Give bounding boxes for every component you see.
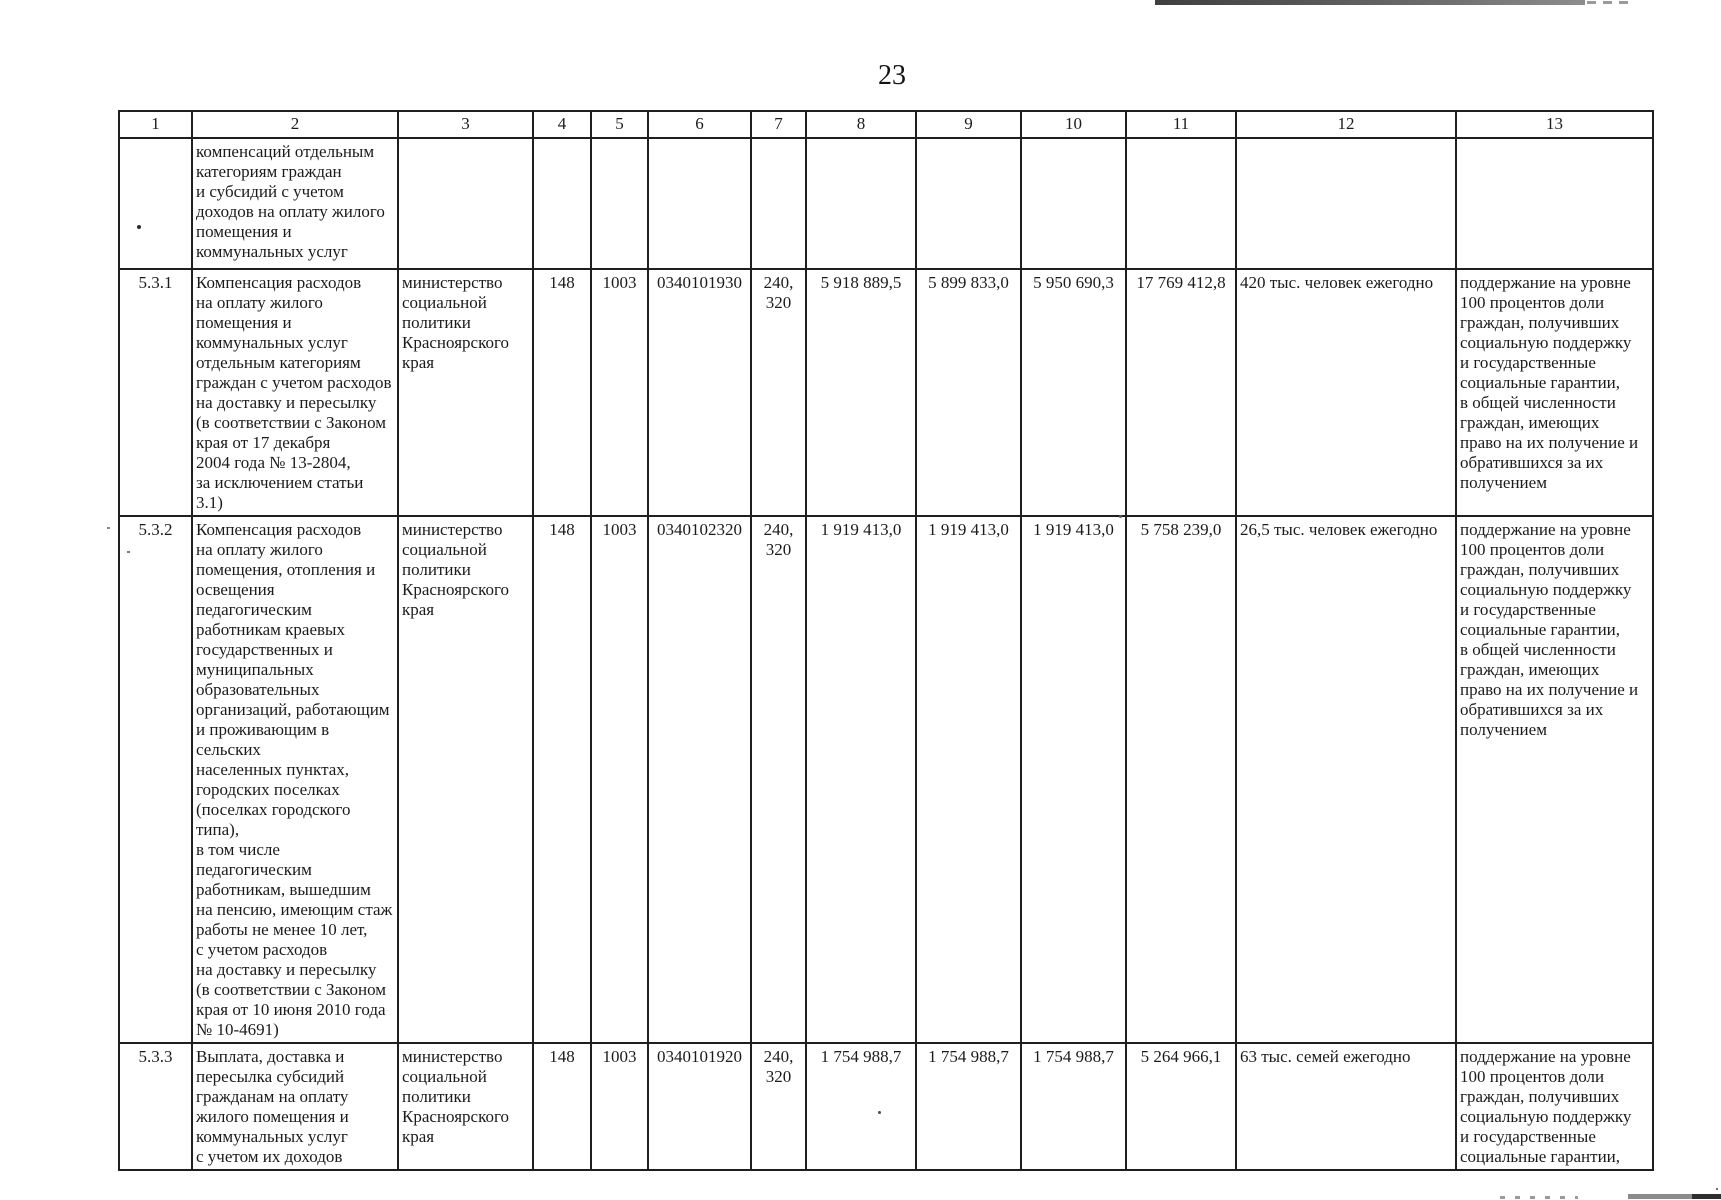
cell-amount: 1 754 988,7 xyxy=(805,1042,917,1171)
cell-indicator xyxy=(1235,137,1457,270)
column-number: 7 xyxy=(750,110,807,139)
cell-amount: 5 899 833,0 xyxy=(915,268,1022,517)
scan-artifact-top-bar-tail xyxy=(1587,1,1633,4)
cell-amount: 5 264 966,1 xyxy=(1125,1042,1237,1171)
cell-expected-result xyxy=(1455,137,1654,270)
cell-executor: министерство социальной политики Красноя… xyxy=(397,268,534,517)
cell-measure-name: Компенсация расходов на оплату жилого по… xyxy=(191,515,399,1044)
scan-artifact-dot xyxy=(1716,1188,1718,1190)
cell-measure-name: Выплата, доставка и пересылка субсидий г… xyxy=(191,1042,399,1171)
scan-artifact-top-bar xyxy=(1155,0,1585,5)
cell-code: 240, 320 xyxy=(750,1042,807,1171)
budget-table: 1 2 3 4 5 6 7 8 9 10 11 12 13 компенсаци… xyxy=(118,110,1654,1171)
scan-artifact-bottom-dark-bar xyxy=(1692,1194,1721,1199)
cell-row-no: 5.3.1 xyxy=(118,268,193,517)
cell-amount xyxy=(1020,137,1127,270)
cell-row-no: 5.3.3 xyxy=(118,1042,193,1171)
table-row-continuation: компенсаций отдельным категориям граждан… xyxy=(118,137,1654,270)
cell-measure-name: компенсаций отдельным категориям граждан… xyxy=(191,137,399,270)
column-number: 4 xyxy=(532,110,592,139)
cell-code: 1003 xyxy=(590,515,649,1044)
cell-expected-result: поддержание на уровне 100 процентов доли… xyxy=(1455,1042,1654,1171)
column-number: 12 xyxy=(1235,110,1457,139)
column-number: 6 xyxy=(647,110,752,139)
cell-row-no: 5.3.2 xyxy=(118,515,193,1044)
column-number: 10 xyxy=(1020,110,1127,139)
cell-amount: 1 754 988,7 xyxy=(1020,1042,1127,1171)
cell-amount: 1 919 413,0 xyxy=(1020,515,1127,1044)
cell-code: 148 xyxy=(532,515,592,1044)
table-row-5-3-1: 5.3.1 Компенсация расходов на оплату жил… xyxy=(118,268,1654,517)
column-number: 5 xyxy=(590,110,649,139)
column-number: 9 xyxy=(915,110,1022,139)
cell-code xyxy=(750,137,807,270)
cell-executor: министерство социальной политики Красноя… xyxy=(397,515,534,1044)
cell-code: 0340101920 xyxy=(647,1042,752,1171)
cell-amount: 1 919 413,0 xyxy=(915,515,1022,1044)
column-number: 11 xyxy=(1125,110,1237,139)
cell-row-no xyxy=(118,137,193,270)
column-number: 8 xyxy=(805,110,917,139)
table-row-5-3-2: 5.3.2 Компенсация расходов на оплату жил… xyxy=(118,515,1654,1044)
column-number: 1 xyxy=(118,110,193,139)
cell-expected-result: поддержание на уровне 100 процентов доли… xyxy=(1455,268,1654,517)
column-number: 3 xyxy=(397,110,534,139)
cell-code xyxy=(590,137,649,270)
cell-indicator: 420 тыс. человек ежегодно xyxy=(1235,268,1457,517)
table-header-row: 1 2 3 4 5 6 7 8 9 10 11 12 13 xyxy=(118,110,1654,139)
cell-code: 240, 320 xyxy=(750,268,807,517)
cell-amount xyxy=(1125,137,1237,270)
cell-executor xyxy=(397,137,534,270)
cell-code: 1003 xyxy=(590,268,649,517)
cell-amount xyxy=(805,137,917,270)
cell-measure-name: Компенсация расходов на оплату жилого по… xyxy=(191,268,399,517)
cell-amount: 17 769 412,8 xyxy=(1125,268,1237,517)
cell-executor: министерство социальной политики Красноя… xyxy=(397,1042,534,1171)
scan-artifact-bottom-dots xyxy=(1500,1196,1578,1199)
cell-amount: 1 754 988,7 xyxy=(915,1042,1022,1171)
cell-code xyxy=(532,137,592,270)
page-number: 23 xyxy=(878,60,906,91)
cell-amount xyxy=(915,137,1022,270)
cell-indicator: 26,5 тыс. человек ежегодно xyxy=(1235,515,1457,1044)
scan-artifact-dot xyxy=(107,527,110,529)
cell-code xyxy=(647,137,752,270)
cell-code: 148 xyxy=(532,1042,592,1171)
cell-code: 0340102320 xyxy=(647,515,752,1044)
table-row-5-3-3: 5.3.3 Выплата, доставка и пересылка субс… xyxy=(118,1042,1654,1171)
cell-amount: 1 919 413,0 xyxy=(805,515,917,1044)
cell-code: 1003 xyxy=(590,1042,649,1171)
cell-expected-result: поддержание на уровне 100 процентов доли… xyxy=(1455,515,1654,1044)
cell-amount: 5 918 889,5 xyxy=(805,268,917,517)
cell-code: 0340101930 xyxy=(647,268,752,517)
cell-amount: 5 758 239,0 xyxy=(1125,515,1237,1044)
cell-amount: 5 950 690,3 xyxy=(1020,268,1127,517)
column-number: 13 xyxy=(1455,110,1654,139)
column-number: 2 xyxy=(191,110,399,139)
cell-indicator: 63 тыс. семей ежегодно xyxy=(1235,1042,1457,1171)
scan-artifact-bottom-gray-bar xyxy=(1628,1194,1693,1199)
cell-code: 240, 320 xyxy=(750,515,807,1044)
cell-code: 148 xyxy=(532,268,592,517)
